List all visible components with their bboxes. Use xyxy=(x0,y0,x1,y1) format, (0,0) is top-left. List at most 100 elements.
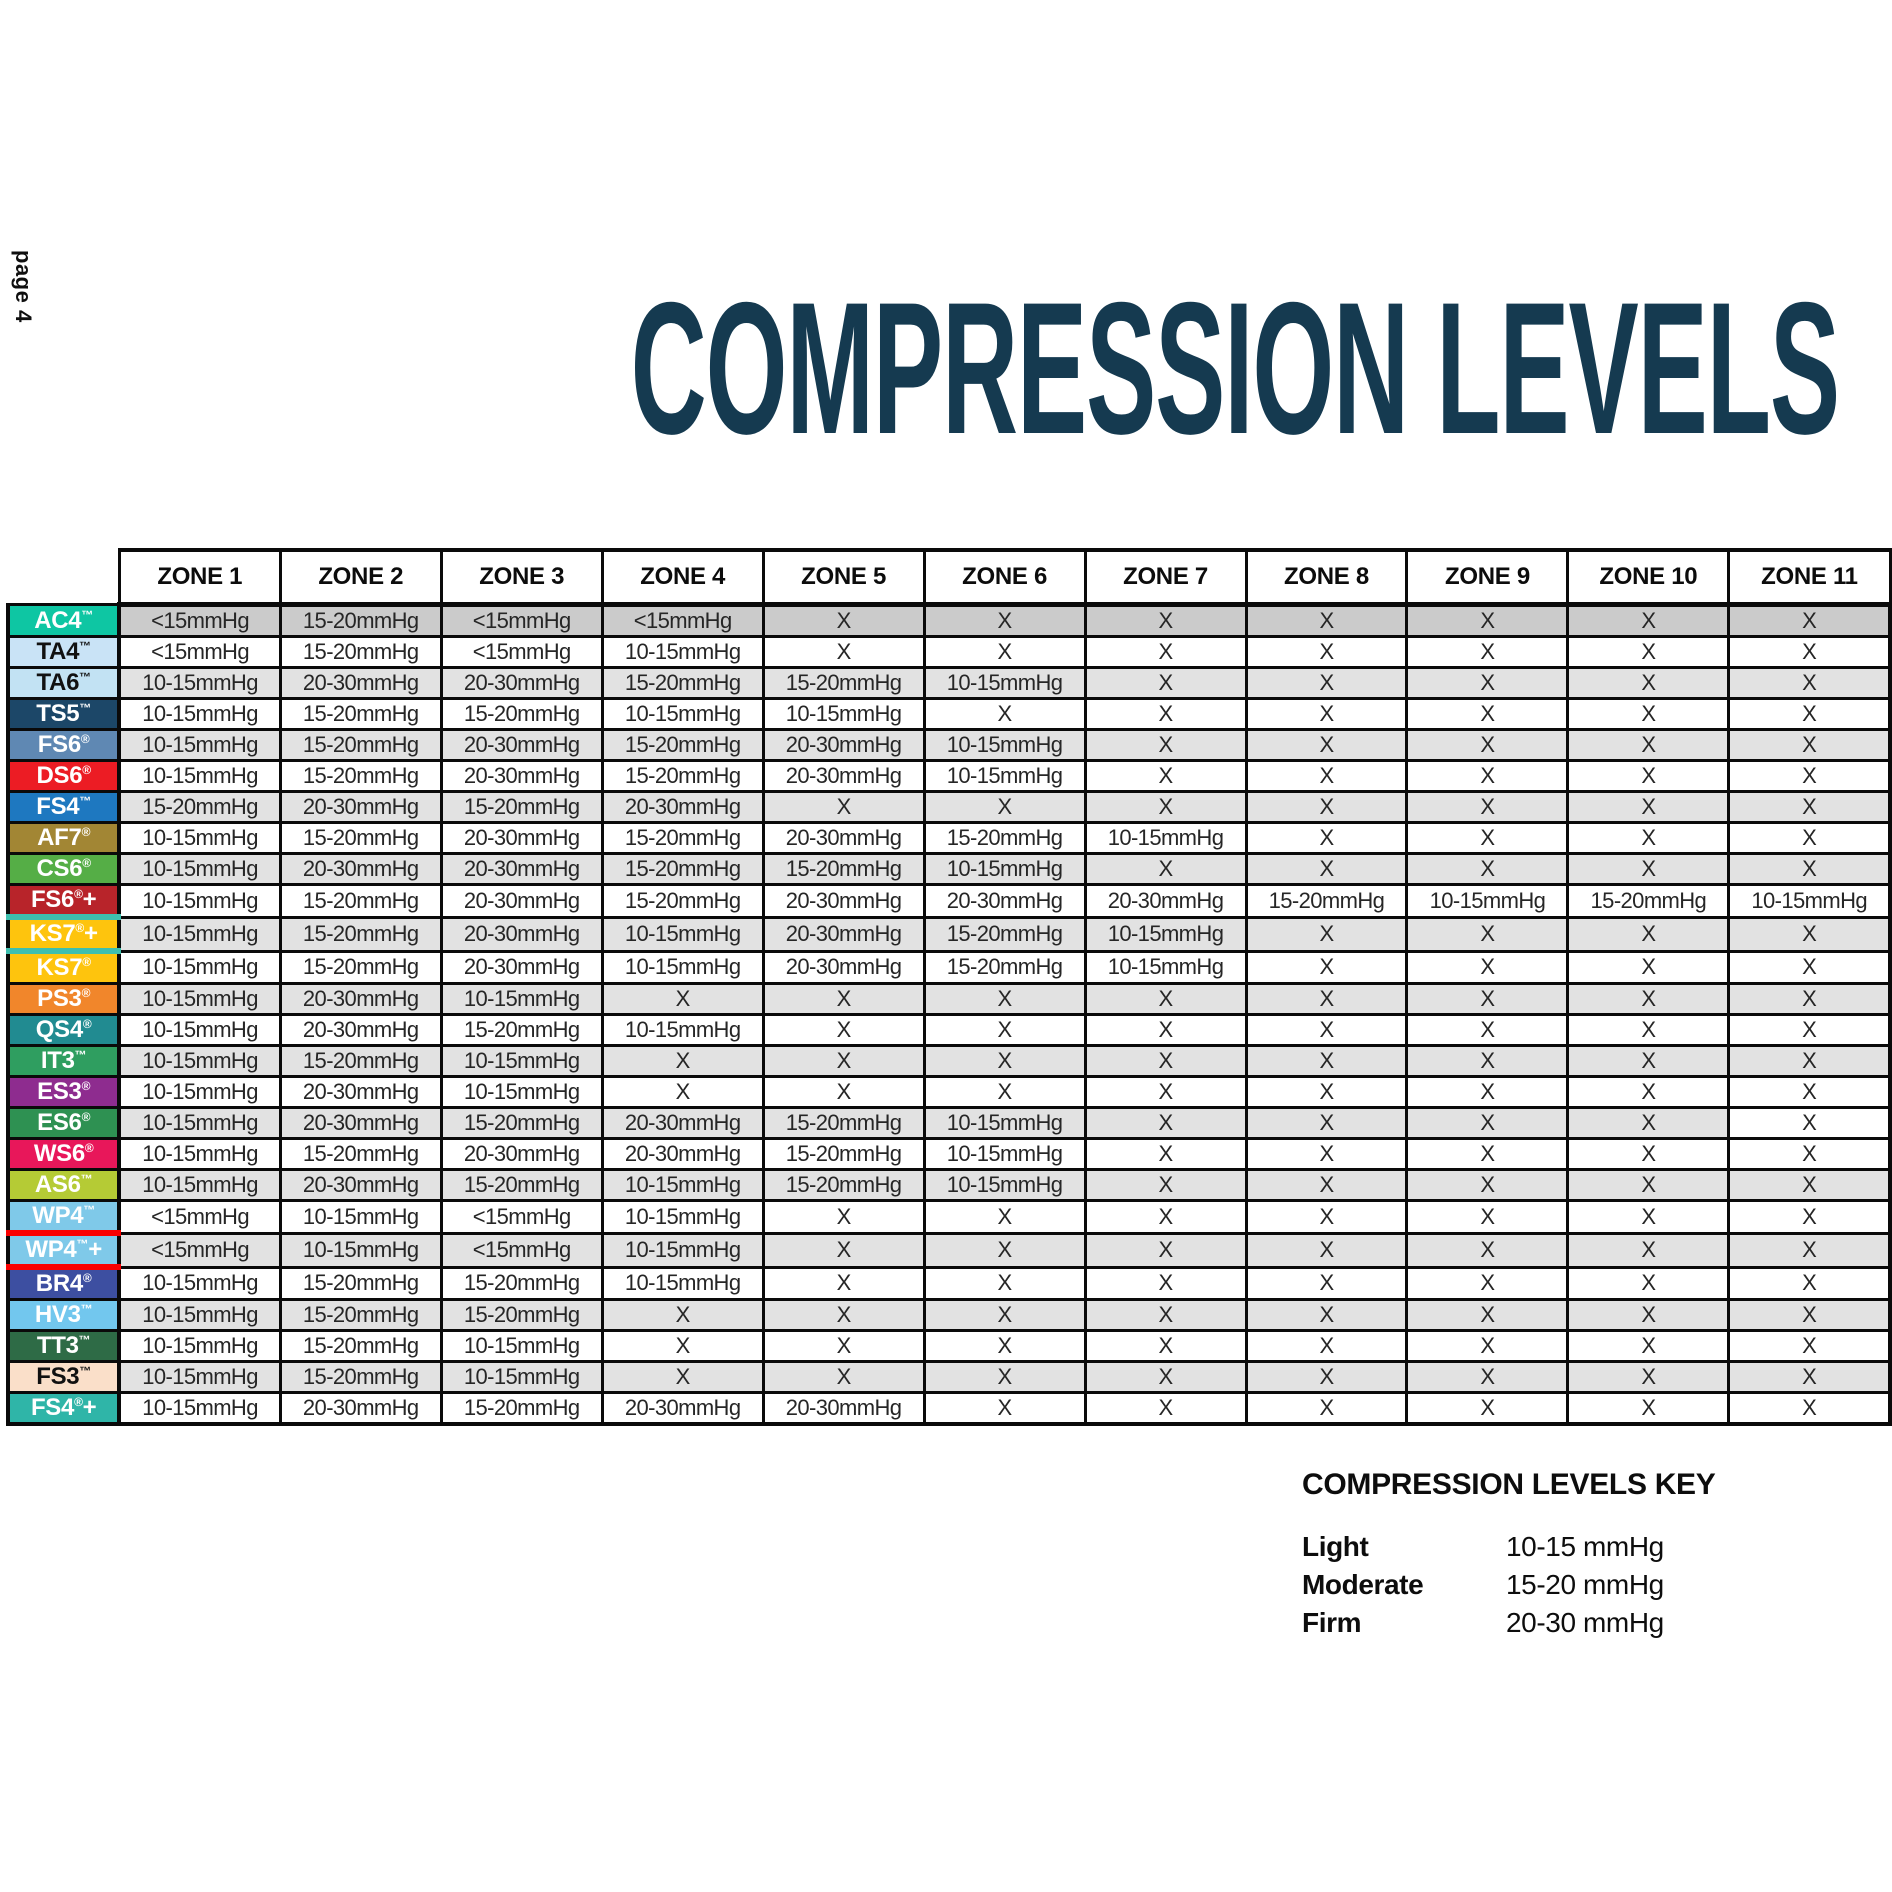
table-row: FS6®+ 10-15mmHg 15-20mmHg 20-30mmHg 15-20mmH… xyxy=(5,883,1892,919)
trademark-symbol: ™ xyxy=(79,794,92,808)
zone-header: ZONE 9 xyxy=(1405,548,1570,607)
key-entry: Moderate 15-20 mmHg xyxy=(1302,1566,1715,1604)
crossed-cell: X xyxy=(1244,1231,1409,1269)
crossed-cell: X xyxy=(1727,1391,1892,1426)
compression-value-cell: 10-15mmHg xyxy=(439,1360,604,1394)
crossed-cell: X xyxy=(1727,1231,1892,1269)
crossed-cell: X xyxy=(1244,1044,1409,1078)
compression-value-cell: 20-30mmHg xyxy=(278,790,443,824)
compression-value-cell: 10-15mmHg xyxy=(922,1168,1087,1202)
compression-value-cell: 20-30mmHg xyxy=(278,982,443,1016)
compression-value-cell: 10-15mmHg xyxy=(117,1360,282,1394)
crossed-cell: X xyxy=(1405,603,1570,638)
compression-value-cell: 10-15mmHg xyxy=(600,1199,765,1235)
crossed-cell: X xyxy=(1405,1075,1570,1109)
compression-value-cell: 10-15mmHg xyxy=(439,1044,604,1078)
compression-value-cell: 10-15mmHg xyxy=(117,915,282,953)
compression-value-cell: 20-30mmHg xyxy=(439,728,604,762)
product-label-ks7-plus: KS7®+ xyxy=(5,914,122,954)
compression-value-cell: 15-20mmHg xyxy=(761,1168,926,1202)
compression-value-cell: 15-20mmHg xyxy=(761,852,926,886)
compression-value-cell: 15-20mmHg xyxy=(439,697,604,731)
product-label-fs4-plus: FS4®+ xyxy=(5,1391,122,1426)
crossed-cell: X xyxy=(1405,1013,1570,1047)
compression-value-cell: 15-20mmHg xyxy=(278,1298,443,1332)
crossed-cell: X xyxy=(600,1298,765,1332)
compression-value-cell: 20-30mmHg xyxy=(439,915,604,953)
compression-value-cell: 10-15mmHg xyxy=(117,883,282,919)
crossed-cell: X xyxy=(1244,1168,1409,1202)
crossed-cell: X xyxy=(1727,1075,1892,1109)
zone-header: ZONE 1 xyxy=(117,548,282,607)
table-row: TT3™ 10-15mmHg 15-20mmHg 10-15mmHg X X X X X X X X xyxy=(5,1329,1892,1363)
crossed-cell: X xyxy=(761,1044,926,1078)
table-row: CS6® 10-15mmHg 20-30mmHg 20-30mmHg 15-20mmHg… xyxy=(5,852,1892,886)
trademark-symbol: ® xyxy=(82,1271,92,1285)
crossed-cell: X xyxy=(1083,603,1248,638)
table-row: KS7® 10-15mmHg 15-20mmHg 20-30mmHg 10-15mmHg… xyxy=(5,949,1892,985)
compression-value-cell: 10-15mmHg xyxy=(600,697,765,731)
compression-value-cell: 10-15mmHg xyxy=(922,728,1087,762)
compression-value-cell: 15-20mmHg xyxy=(761,666,926,700)
compression-value-cell: 15-20mmHg xyxy=(600,821,765,855)
crossed-cell: X xyxy=(1727,949,1892,985)
key-entry-value: 15-20 mmHg xyxy=(1506,1569,1664,1600)
compression-value-cell: 15-20mmHg xyxy=(278,1265,443,1301)
compression-value-cell: 10-15mmHg xyxy=(278,1231,443,1269)
crossed-cell: X xyxy=(1083,635,1248,669)
crossed-cell: X xyxy=(761,1329,926,1363)
product-label-ts5: TS5™ xyxy=(5,697,122,731)
crossed-cell: X xyxy=(1727,1137,1892,1171)
compression-value-cell: 10-15mmHg xyxy=(1083,915,1248,953)
trademark-symbol: ™ xyxy=(78,1333,91,1347)
crossed-cell: X xyxy=(761,1360,926,1394)
crossed-cell: X xyxy=(1083,1199,1248,1235)
crossed-cell: X xyxy=(1405,1044,1570,1078)
compression-value-cell: 10-15mmHg xyxy=(117,1298,282,1332)
compression-value-cell: 10-15mmHg xyxy=(600,1168,765,1202)
key-title: COMPRESSION LEVELS KEY xyxy=(1302,1468,1716,1501)
crossed-cell: X xyxy=(1244,1360,1409,1394)
crossed-cell: X xyxy=(1566,759,1731,793)
crossed-cell: X xyxy=(1244,1013,1409,1047)
crossed-cell: X xyxy=(761,1265,926,1301)
crossed-cell: X xyxy=(600,1360,765,1394)
crossed-cell: X xyxy=(1727,728,1892,762)
crossed-cell: X xyxy=(1405,1298,1570,1332)
table-row: FS4®+ 10-15mmHg 20-30mmHg 15-20mmHg 20-30mmH… xyxy=(5,1391,1892,1426)
compression-value-cell: 10-15mmHg xyxy=(117,759,282,793)
trademark-symbol: ™ xyxy=(83,1203,96,1217)
compression-value-cell: 10-15mmHg xyxy=(117,1044,282,1078)
trademark-symbol: ™ xyxy=(80,1302,93,1316)
key-entry: Light 10-15 mmHg xyxy=(1302,1528,1715,1566)
crossed-cell: X xyxy=(1727,1106,1892,1140)
compression-value-cell: 20-30mmHg xyxy=(761,883,926,919)
table-row: AS6™ 10-15mmHg 20-30mmHg 15-20mmHg 10-15mmHg… xyxy=(5,1168,1892,1202)
compression-value-cell: 20-30mmHg xyxy=(600,1106,765,1140)
compression-value-cell: <15mmHg xyxy=(117,1231,282,1269)
product-label-fs6-plus: FS6®+ xyxy=(5,883,122,919)
trademark-symbol: ™ xyxy=(79,701,92,715)
crossed-cell: X xyxy=(1244,1199,1409,1235)
key-entry-value: 20-30 mmHg xyxy=(1506,1607,1664,1638)
table-row: WP4™+ <15mmHg 10-15mmHg <15mmHg 10-15mmHg X X X… xyxy=(5,1230,1892,1270)
table-row: KS7®+ 10-15mmHg 15-20mmHg 20-30mmHg 10-15mmH… xyxy=(5,914,1892,954)
crossed-cell: X xyxy=(1727,982,1892,1016)
trademark-symbol: ™ xyxy=(79,670,91,684)
crossed-cell: X xyxy=(1083,1168,1248,1202)
compression-value-cell: 20-30mmHg xyxy=(439,852,604,886)
crossed-cell: X xyxy=(922,635,1087,669)
compression-value-cell: 10-15mmHg xyxy=(117,949,282,985)
compression-value-cell: <15mmHg xyxy=(439,603,604,638)
table-row: AC4™ <15mmHg 15-20mmHg <15mmHg <15mmHg X X X X X X… xyxy=(5,603,1892,638)
crossed-cell: X xyxy=(1727,821,1892,855)
trademark-symbol: ™ xyxy=(76,1237,89,1251)
product-label-as6: AS6™ xyxy=(5,1168,122,1202)
table-row: FS3™ 10-15mmHg 15-20mmHg 10-15mmHg X X X X X X X X xyxy=(5,1360,1892,1394)
compression-value-cell: 10-15mmHg xyxy=(922,1137,1087,1171)
crossed-cell: X xyxy=(1083,790,1248,824)
crossed-cell: X xyxy=(1083,1360,1248,1394)
trademark-symbol: ® xyxy=(81,986,91,1000)
compression-value-cell: 15-20mmHg xyxy=(278,821,443,855)
crossed-cell: X xyxy=(761,790,926,824)
